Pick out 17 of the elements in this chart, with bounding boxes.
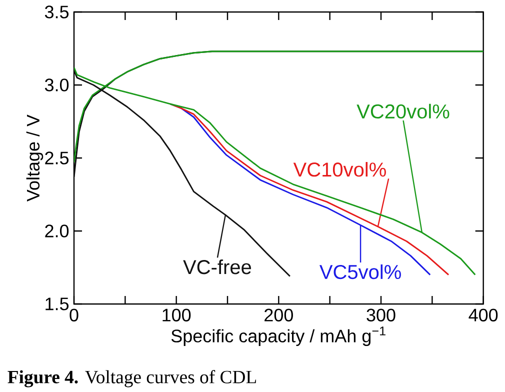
text: Figure 4. Voltage curves of CDL [8,370,256,388]
legend-label: VC5vol% [319,264,401,280]
x-tick-label: 300 [366,308,396,322]
x-tick-label: 100 [162,308,191,322]
x-tick-label: 200 [264,308,293,322]
y-tick-label: 2.0 [45,224,69,238]
legend-label: VC-free [183,260,252,274]
y-tick-label: 3.0 [44,78,69,92]
x-tick-label: 0 [70,308,78,322]
y-axis-title: Voltage / V [26,114,44,202]
text: VC20vol% [356,104,450,119]
x-tick-label: 400 [468,308,498,322]
y-tick-label: 3.5 [44,6,69,18]
series-label: VC10vol% [293,162,386,177]
y-tick-label: 1.5 [46,298,69,310]
y-tick-label: 2.5 [45,152,69,164]
x-axis-title: Specific capacity / mAh g$^{−1}$ [171,326,386,346]
